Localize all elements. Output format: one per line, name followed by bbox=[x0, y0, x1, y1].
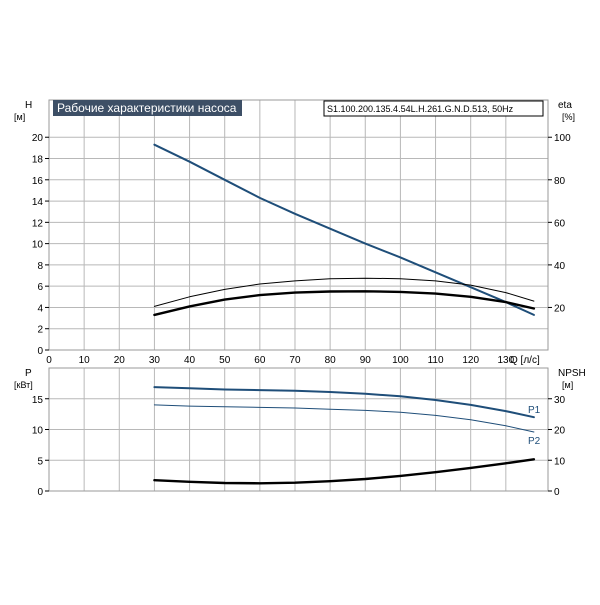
bottom-ytick-label-5: 5 bbox=[37, 456, 43, 467]
top-ytick-label-18: 18 bbox=[32, 155, 44, 166]
x-tick-label-120: 120 bbox=[462, 355, 479, 366]
x-tick-label-110: 110 bbox=[428, 355, 444, 366]
x-tick-label-10: 10 bbox=[79, 355, 91, 366]
top-ytick-label-4: 4 bbox=[37, 303, 43, 314]
top-ylabel: H bbox=[25, 100, 32, 111]
bottom-ytick-label-10: 10 bbox=[32, 426, 44, 437]
top-series-line-2 bbox=[153, 290, 536, 317]
top-y2tick-label-40: 40 bbox=[554, 261, 566, 272]
x-tick-label-80: 80 bbox=[325, 355, 337, 366]
bottom-ytick-label-0: 0 bbox=[37, 487, 43, 498]
bottom-ytick-label-15: 15 bbox=[32, 395, 44, 406]
top-y2label: eta bbox=[558, 100, 572, 111]
x-tick-label-40: 40 bbox=[184, 355, 196, 366]
x-tick-label-0: 0 bbox=[46, 355, 52, 366]
top-ytick-label-8: 8 bbox=[37, 261, 43, 272]
top-y2tick-label-20: 20 bbox=[554, 303, 566, 314]
top-y2tick-label-80: 80 bbox=[554, 176, 566, 187]
bottom-y2label: NPSH bbox=[558, 368, 586, 379]
x-tick-label-50: 50 bbox=[219, 355, 231, 366]
bottom-ylabel: P bbox=[25, 368, 32, 379]
top-plot-frame bbox=[48, 99, 549, 351]
bottom-series-line-2 bbox=[153, 458, 536, 485]
model-label: S1.100.200.135.4.54L.H.261.G.N.D.513, 50… bbox=[327, 104, 514, 114]
series-label-p1: P1 bbox=[528, 405, 541, 416]
chart-title-box bbox=[53, 100, 242, 116]
bottom-ylabel-unit: [кВт] bbox=[14, 380, 33, 390]
x-tick-label-130: 130 bbox=[497, 355, 514, 366]
top-ytick-label-16: 16 bbox=[32, 176, 44, 187]
x-tick-label-100: 100 bbox=[392, 355, 409, 366]
top-ylabel-unit: [м] bbox=[14, 112, 25, 122]
top-series-line-0 bbox=[153, 143, 535, 316]
bottom-series-line-1 bbox=[153, 404, 535, 433]
top-ytick-label-6: 6 bbox=[37, 282, 43, 293]
top-series-line-1 bbox=[153, 277, 535, 307]
bottom-y2label-unit: [м] bbox=[562, 380, 573, 390]
x-tick-label-90: 90 bbox=[360, 355, 372, 366]
x-tick-label-30: 30 bbox=[149, 355, 161, 366]
x-tick-label-20: 20 bbox=[114, 355, 126, 366]
top-ytick-label-0: 0 bbox=[37, 346, 43, 357]
chart-title: Рабочие характеристики насоса bbox=[57, 101, 237, 115]
series-label-p2: P2 bbox=[528, 436, 541, 447]
model-label-box bbox=[323, 100, 544, 117]
top-ytick-label-20: 20 bbox=[32, 133, 44, 144]
bottom-y2tick-label-10: 10 bbox=[554, 456, 566, 467]
bottom-y2tick-label-20: 20 bbox=[554, 426, 566, 437]
top-y2label-unit: [%] bbox=[562, 112, 575, 122]
top-y2tick-label-60: 60 bbox=[554, 218, 566, 229]
top-y2tick-label-100: 100 bbox=[554, 133, 571, 144]
bottom-y2tick-label-30: 30 bbox=[554, 395, 566, 406]
x-tick-label-70: 70 bbox=[289, 355, 301, 366]
top-ytick-label-14: 14 bbox=[32, 197, 44, 208]
x-tick-label-60: 60 bbox=[254, 355, 266, 366]
x-axis-label: Q [л/с] bbox=[510, 355, 540, 366]
top-ytick-label-12: 12 bbox=[32, 218, 44, 229]
bottom-series-line-0 bbox=[153, 386, 535, 419]
bottom-y2tick-label-0: 0 bbox=[554, 487, 560, 498]
top-ytick-label-10: 10 bbox=[32, 240, 44, 251]
top-ytick-label-2: 2 bbox=[37, 325, 43, 336]
